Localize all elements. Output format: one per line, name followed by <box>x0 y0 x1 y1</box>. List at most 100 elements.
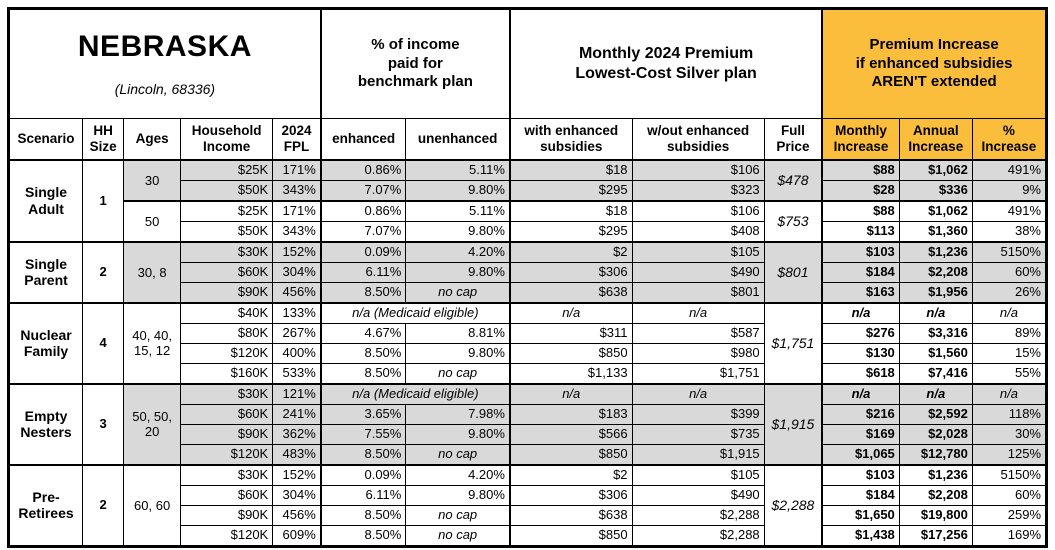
enhanced-pct-cell: 8.50% <box>319 443 407 466</box>
annual-increase-cell: n/a <box>898 382 973 405</box>
monthly-increase-cell: $169 <box>821 423 900 445</box>
premium-with-subsidies-cell: $18 <box>508 199 633 222</box>
premium-without-subsidies-cell: $980 <box>631 342 765 364</box>
monthly-increase-cell: n/a <box>821 301 900 324</box>
pct-increase-cell: 491% <box>971 199 1048 222</box>
enhanced-pct-cell: 6.11% <box>319 261 407 283</box>
monthly-increase-cell: n/a <box>821 382 900 405</box>
unenhanced-pct-cell: 5.11% <box>405 199 511 222</box>
monthly-increase-cell: $184 <box>821 261 900 283</box>
fpl-cell: 343% <box>272 179 322 202</box>
unenhanced-pct-cell: 8.81% <box>405 322 511 344</box>
enhanced-pct-cell: 7.07% <box>319 220 407 243</box>
col-header-without-subsidies: w/out enhanced subsidies <box>631 117 765 161</box>
fpl-cell: 456% <box>272 281 322 304</box>
table-row: $160K 533% 8.50% no cap $1,133 $1,751 $618 $7,4… <box>9 362 1048 385</box>
enhanced-pct-cell: 8.50% <box>319 504 407 526</box>
monthly-increase-cell: $184 <box>821 484 900 506</box>
household-income-cell: $90K <box>180 423 274 445</box>
table-row: $60K 241% 3.65% 7.98% $183 $399 $216 $2,592 118% <box>9 403 1048 425</box>
col-header-pct-increase: % Increase <box>971 117 1048 161</box>
table-row: $120K 483% 8.50% no cap $850 $1,915 $1,065 $12,… <box>9 443 1048 466</box>
unenhanced-pct-cell: 9.80% <box>405 179 511 202</box>
pct-increase-cell: 38% <box>971 220 1048 243</box>
scenario-cell: Nuclear Family <box>7 301 84 385</box>
premium-without-subsidies-cell: $105 <box>631 240 765 263</box>
col-header-unenhanced: unenhanced <box>405 117 511 161</box>
household-income-cell: $40K <box>180 301 274 324</box>
monthly-increase-cell: $276 <box>821 322 900 344</box>
table-row: $90K 362% 7.55% 9.80% $566 $735 $169 $2,028 30% <box>9 423 1048 445</box>
hh-size-cell: 2 <box>82 240 125 304</box>
fpl-cell: 171% <box>272 158 322 181</box>
monthly-increase-cell: $216 <box>821 403 900 425</box>
table-header-sub: Scenario HH Size Ages Household Income 2… <box>7 117 1048 161</box>
premium-without-subsidies-cell: n/a <box>631 382 765 405</box>
household-income-cell: $30K <box>180 382 274 405</box>
household-income-cell: $30K <box>180 463 274 486</box>
unenhanced-pct-cell: no cap <box>405 504 511 526</box>
fpl-cell: 400% <box>272 342 322 364</box>
pct-increase-cell: n/a <box>971 301 1048 324</box>
premium-with-subsidies-cell: $850 <box>508 524 633 547</box>
premium-with-subsidies-cell: $566 <box>508 423 633 445</box>
premium-with-subsidies-cell: $850 <box>508 443 633 466</box>
annual-increase-cell: $3,316 <box>898 322 973 344</box>
household-income-cell: $50K <box>180 179 274 202</box>
pct-increase-cell: 15% <box>971 342 1048 364</box>
fpl-cell: 267% <box>272 322 322 344</box>
col-header-full-price: Full Price <box>763 117 823 161</box>
monthly-increase-cell: $618 <box>821 362 900 385</box>
fpl-cell: 304% <box>272 261 322 283</box>
household-income-cell: $60K <box>180 261 274 283</box>
full-price-cell: $1,751 <box>763 301 823 385</box>
pct-increase-cell: 9% <box>971 179 1048 202</box>
premium-with-subsidies-cell: $295 <box>508 179 633 202</box>
premium-with-subsidies-cell: $2 <box>508 463 633 486</box>
premium-without-subsidies-cell: $735 <box>631 423 765 445</box>
premium-without-subsidies-cell: n/a <box>631 301 765 324</box>
scenario-cell: Empty Nesters <box>7 382 84 466</box>
enhanced-pct-cell: 0.86% <box>319 199 407 222</box>
unenhanced-pct-cell: 7.98% <box>405 403 511 425</box>
premium-without-subsidies-cell: $106 <box>631 158 765 181</box>
premium-without-subsidies-cell: $490 <box>631 484 765 506</box>
fpl-cell: 533% <box>272 362 322 385</box>
fpl-cell: 241% <box>272 403 322 425</box>
table-row: Pre-Retirees 2 60, 60 $30K 152% 0.09% 4.20% $2 $… <box>7 463 1048 547</box>
col-header-annual-increase: Annual Increase <box>898 117 973 161</box>
table-row: $120K 400% 8.50% 9.80% $850 $980 $130 $1,560 15% <box>9 342 1048 364</box>
unenhanced-pct-cell: no cap <box>405 281 511 304</box>
col-header-with-subsidies: with enhanced subsidies <box>508 117 633 161</box>
enhanced-pct-cell: 4.67% <box>319 322 407 344</box>
household-income-cell: $90K <box>180 281 274 304</box>
col-header-fpl: 2024 FPL <box>272 117 322 161</box>
hh-size-cell: 2 <box>82 463 125 547</box>
col-header-monthly-increase: Monthly Increase <box>821 117 900 161</box>
pct-increase-cell: 118% <box>971 403 1048 425</box>
increase-group-header: Premium Increase if enhanced subsidies A… <box>821 8 1048 119</box>
col-header-income: Household Income <box>180 117 274 161</box>
benchmark-group-header: % of income paid for benchmark plan <box>319 8 511 119</box>
pct-increase-cell: 125% <box>971 443 1048 466</box>
unenhanced-pct-cell: 9.80% <box>405 423 511 445</box>
household-income-cell: $50K <box>180 220 274 243</box>
ages-cell: 50, 50, 20 <box>123 382 182 466</box>
unenhanced-pct-cell: 4.20% <box>405 240 511 263</box>
full-price-cell: $478 <box>763 158 823 202</box>
ages-cell: 60, 60 <box>123 463 182 547</box>
premium-with-subsidies-cell: $1,133 <box>508 362 633 385</box>
table-row: $50K 343% 7.07% 9.80% $295 $323 $28 $336 9% <box>9 179 1048 202</box>
enhanced-pct-cell: 7.55% <box>319 423 407 445</box>
premium-with-subsidies-cell: $306 <box>508 484 633 506</box>
annual-increase-cell: $1,560 <box>898 342 973 364</box>
enhanced-pct-cell: 8.50% <box>319 342 407 364</box>
premium-without-subsidies-cell: $106 <box>631 199 765 222</box>
premium-without-subsidies-cell: $323 <box>631 179 765 202</box>
table-row: 50 $25K 171% 0.86% 5.11% $18 $106 $753 $88 $1,062… <box>9 199 1048 243</box>
premium-with-subsidies-cell: $850 <box>508 342 633 364</box>
annual-increase-cell: $1,236 <box>898 240 973 263</box>
pct-increase-cell: 30% <box>971 423 1048 445</box>
unenhanced-pct-cell: no cap <box>405 443 511 466</box>
enhanced-pct-cell: 0.09% <box>319 240 407 263</box>
